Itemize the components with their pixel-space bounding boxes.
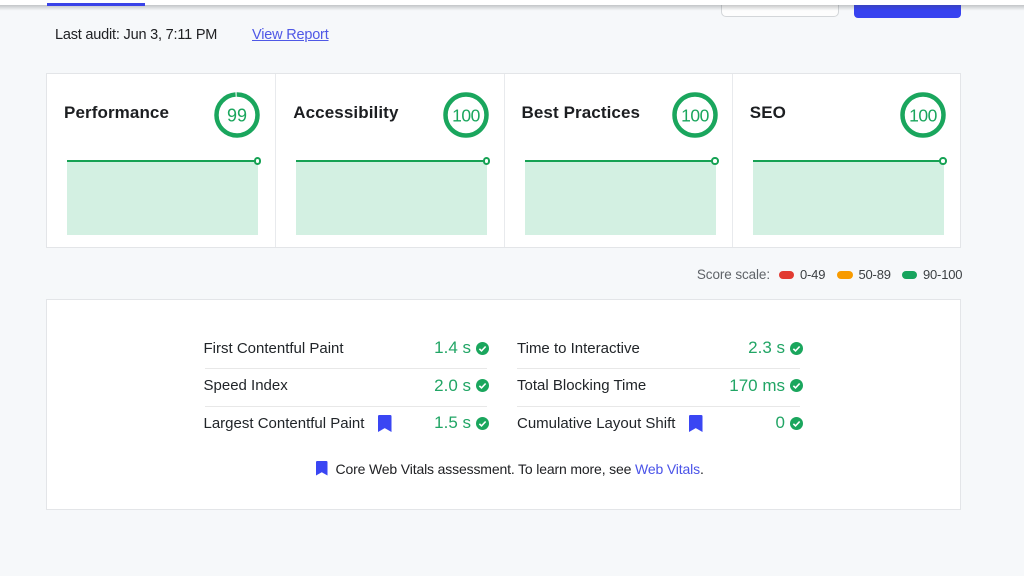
svg-text:100: 100 xyxy=(909,105,937,125)
svg-text:100: 100 xyxy=(681,105,709,125)
svg-text:100: 100 xyxy=(452,105,480,125)
svg-text:99: 99 xyxy=(227,105,247,125)
